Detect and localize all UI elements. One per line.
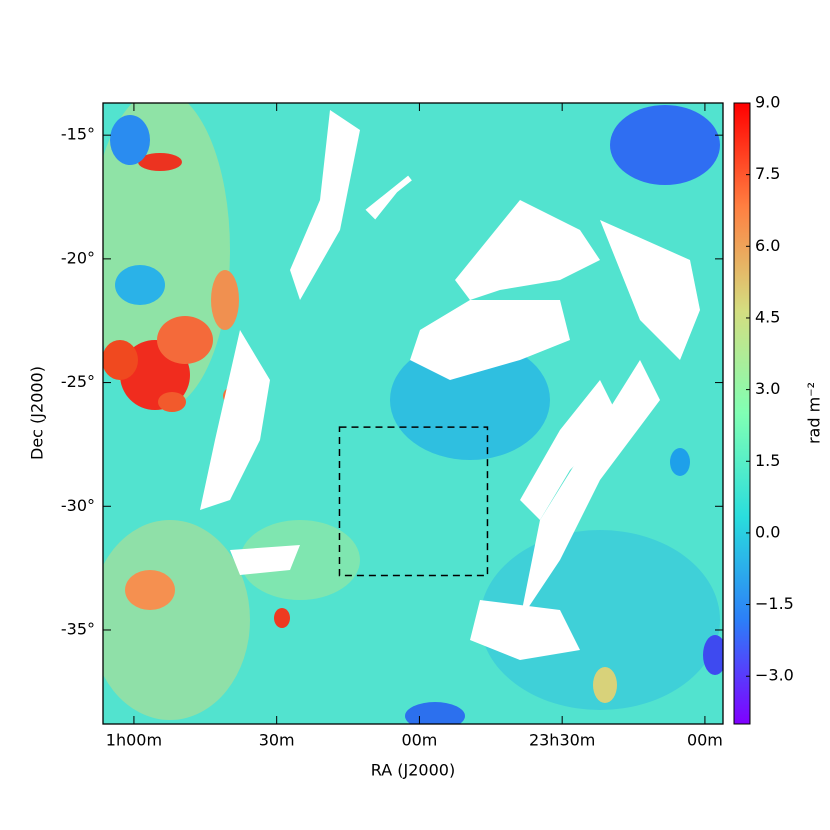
colorbar: [733, 102, 751, 725]
sky-map: [103, 103, 723, 724]
y-tick-label: -20°: [61, 248, 95, 267]
colorbar-tick-label: 9.0: [755, 93, 780, 112]
x-tick-label: 23h30m: [529, 731, 595, 750]
x-tick-label: 00m: [687, 731, 723, 750]
colorbar-tick-label: 3.0: [755, 379, 780, 398]
region-box: [338, 426, 489, 577]
x-tick-label: 30m: [259, 731, 295, 750]
x-tick-label: 1h00m: [106, 731, 162, 750]
colorbar-tick-label: −1.5: [755, 594, 794, 613]
colorbar-tick-label: 6.0: [755, 236, 780, 255]
colorbar-tick-label: 4.5: [755, 307, 780, 326]
y-tick-label: -25°: [61, 372, 95, 391]
y-axis-label: Dec (J2000): [28, 366, 47, 460]
y-tick-label: -30°: [61, 496, 95, 515]
colorbar-label: rad m⁻²: [805, 382, 824, 444]
y-tick-label: -35°: [61, 619, 95, 638]
colorbar-tick-label: −3.0: [755, 666, 794, 685]
colorbar-tick-label: 1.5: [755, 451, 780, 470]
x-tick-label: 00m: [401, 731, 437, 750]
y-tick-label: -15°: [61, 125, 95, 144]
x-axis-label: RA (J2000): [371, 761, 455, 780]
colorbar-tick-label: 0.0: [755, 522, 780, 541]
plot-frame: [102, 102, 724, 725]
colorbar-tick-label: 7.5: [755, 164, 780, 183]
